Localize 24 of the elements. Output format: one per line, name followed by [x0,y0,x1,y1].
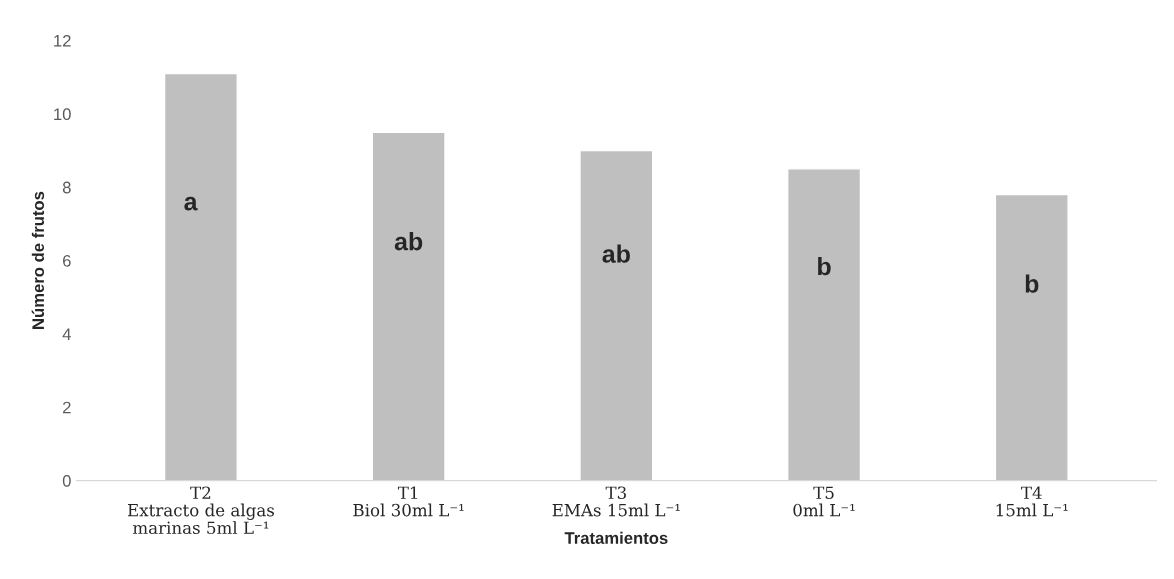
annotation: ab [602,244,630,263]
y-tick-label: 10 [54,108,71,121]
x-tick-label: T4 15ml L⁻¹ [996,486,1068,517]
annotation: a [184,196,198,211]
y-tick-label: 8 [62,181,71,194]
y-tick-label: 12 [54,34,71,47]
y-tick-label: 4 [62,328,71,340]
bar [579,149,654,481]
y-tick-label: 2 [63,401,71,414]
bar [371,131,446,481]
x-tick-label: T2 Extracto de algas marinas 5ml L⁻¹ [127,486,274,535]
y-tick-label: 0 [62,474,71,487]
annotation: b [818,256,831,276]
y-axis-title: Número de frutos [31,191,45,329]
bar [787,168,862,481]
x-axis-title: Tratamientos [564,531,668,544]
annotation: b [1025,274,1039,293]
annotation: ab [394,232,423,251]
x-tick-label: T5 0ml L⁻¹ [793,486,855,517]
x-tick-label: T1 Biol 30ml L⁻¹ [353,486,464,517]
bar [163,72,238,481]
x-tick-label: T3 EMAs 15ml L⁻¹ [552,486,680,517]
y-tick-label: 6 [63,254,71,267]
bar [994,193,1069,481]
